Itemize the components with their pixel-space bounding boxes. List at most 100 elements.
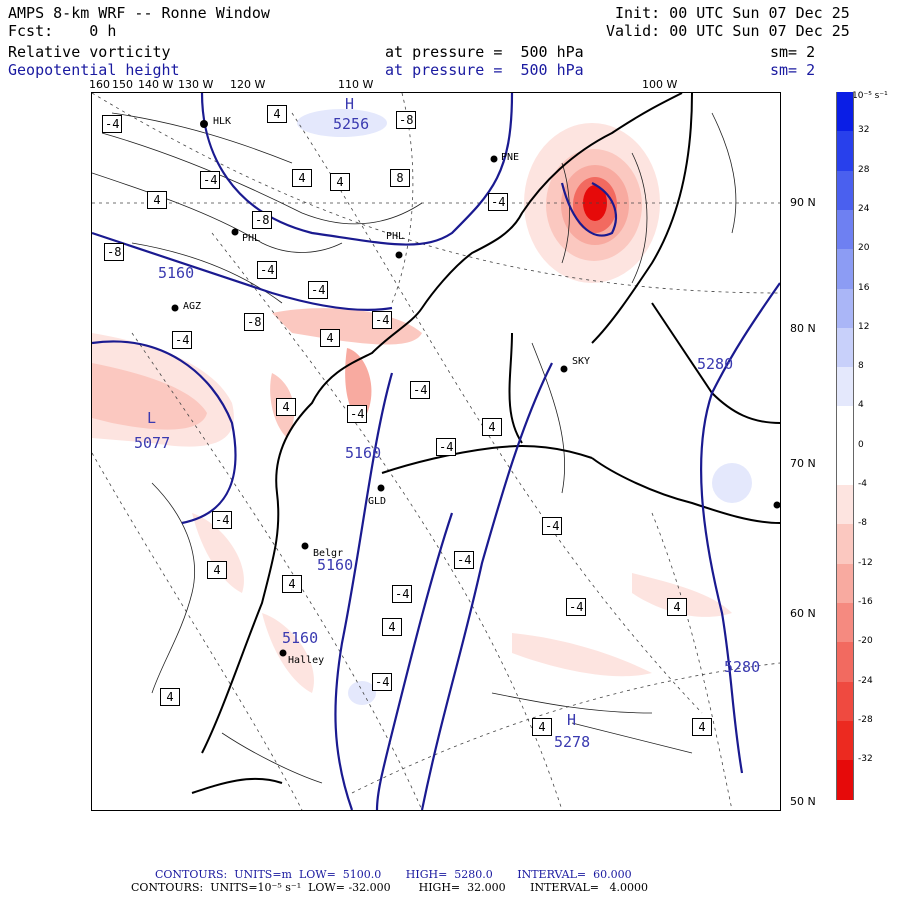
vorticity-shading (92, 109, 752, 705)
lon-label: 140 W (138, 78, 174, 91)
colorbar-tick-label: 4 (858, 400, 864, 411)
vorticity-label: -4 (347, 405, 368, 423)
vorticity-label: -8 (104, 243, 125, 261)
vorticity-contours (92, 112, 737, 784)
vorticity-label: 4 (147, 191, 167, 209)
station-label: HLK (213, 116, 232, 127)
colorbar-tick-label: 28 (858, 164, 870, 175)
lat-label: 70 N (790, 457, 816, 470)
colorbar-tick-label: -24 (858, 675, 873, 686)
station-label: GLD (368, 496, 387, 507)
station-label: PHL (386, 231, 405, 242)
lon-label: 130 W (178, 78, 214, 91)
height-label: 5280 (697, 355, 734, 373)
valid-time: Valid: 00 UTC Sun 07 Dec 25 (606, 22, 850, 40)
map-canvas (92, 93, 780, 810)
colorbar-segment (836, 524, 854, 565)
colorbar-segment (836, 485, 854, 525)
low-marker: L (147, 409, 157, 427)
height-label: 5278 (554, 733, 591, 751)
colorbar-segment (836, 642, 854, 682)
colorbar-tick-label: 24 (858, 203, 870, 214)
colorbar-tick-label: 32 (858, 125, 870, 136)
colorbar-segment (836, 445, 854, 486)
vorticity-label: -4 (308, 281, 329, 299)
station-label: Halley (288, 655, 325, 666)
vorticity-label: -4 (454, 551, 475, 569)
vorticity-label: 4 (292, 169, 312, 187)
colorbar-segment (836, 602, 854, 643)
colorbar-segment (836, 760, 854, 800)
colorbar-segment (836, 288, 854, 329)
vorticity-label: 4 (692, 718, 712, 736)
lat-label: 50 N (790, 795, 816, 808)
lon-label: 160 (89, 78, 110, 91)
vorticity-label: -4 (410, 381, 431, 399)
vorticity-label: -4 (372, 673, 393, 691)
colorbar-segment (836, 92, 854, 132)
vorticity-label: 4 (532, 718, 552, 736)
field2-name: Geopotential height (8, 61, 180, 79)
vorticity-label: 4 (276, 398, 296, 416)
colorbar-segment (836, 327, 854, 368)
high-marker: H (345, 95, 355, 113)
colorbar-tick-label: 20 (858, 243, 870, 254)
colorbar-tick-label: -28 (858, 714, 873, 725)
lat-label: 60 N (790, 607, 816, 620)
colorbar-tick-label: 0 (858, 439, 864, 450)
vorticity-label: -4 (257, 261, 278, 279)
lon-label: 110 W (338, 78, 374, 91)
vorticity-label: 4 (160, 688, 180, 706)
vorticity-label: -4 (102, 115, 123, 133)
height-label: 5280 (724, 658, 761, 676)
height-label: 5160 (317, 556, 354, 574)
height-contours (92, 93, 780, 810)
station-label: SKY (572, 356, 591, 367)
colorbar-tick-label: -16 (858, 596, 873, 607)
vorticity-label: 4 (320, 329, 340, 347)
vorticity-label: -4 (372, 311, 393, 329)
station-label: PHL (242, 233, 261, 244)
vorticity-label: 4 (207, 561, 227, 579)
height-label: 5077 (134, 434, 171, 452)
vorticity-label: -8 (396, 111, 417, 129)
vorticity-label: -4 (200, 171, 221, 189)
station-label: AGZ (183, 301, 202, 312)
vorticity-label: 4 (267, 105, 287, 123)
vorticity-label: -4 (566, 598, 587, 616)
colorbar-segment (836, 406, 854, 447)
field1-level: at pressure = 500 hPa (385, 43, 584, 61)
coastline (191, 93, 780, 794)
forecast-hour: Fcst: 0 h (8, 22, 117, 40)
lon-label: 120 W (230, 78, 266, 91)
colorbar-tick-label: -12 (858, 557, 873, 568)
station-label: Belgr (313, 548, 344, 559)
vorticity-label: 4 (382, 618, 402, 636)
colorbar-segment (836, 563, 854, 604)
vorticity-label: -4 (542, 517, 563, 535)
map-panel[interactable]: HLK PNE PHL PHL AGZ SKY GLD Belgr Halley… (91, 92, 781, 811)
init-time: Init: 00 UTC Sun 07 Dec 25 (615, 4, 850, 22)
lat-label: 90 N (790, 196, 816, 209)
vorticity-label: -4 (392, 585, 413, 603)
field1-smooth: sm= 2 (770, 43, 816, 61)
height-label: 5256 (333, 115, 370, 133)
vorticity-label: -8 (252, 211, 273, 229)
field2-smooth: sm= 2 (770, 61, 816, 79)
vorticity-label: 4 (667, 598, 687, 616)
high-marker: H (567, 711, 577, 729)
height-label: 5160 (282, 629, 319, 647)
field1-name: Relative vorticity (8, 43, 171, 61)
height-label: 5160 (158, 264, 195, 282)
colorbar-segment (836, 367, 854, 407)
vorticity-label: 8 (390, 169, 410, 187)
lat-label: 80 N (790, 322, 816, 335)
colorbar-segment (836, 131, 854, 172)
footer-vorticity-contours: CONTOURS: UNITS=10⁻⁵ s⁻¹ LOW= -32.000 HI… (131, 881, 648, 894)
vorticity-label: -4 (436, 438, 457, 456)
colorbar-tick-label: -20 (858, 636, 873, 647)
colorbar-tick-label: 16 (858, 282, 870, 293)
colorbar-tick-label: 12 (858, 321, 870, 332)
colorbar-tick-label: 8 (858, 361, 864, 372)
colorbar-tick-label: -32 (858, 754, 873, 765)
